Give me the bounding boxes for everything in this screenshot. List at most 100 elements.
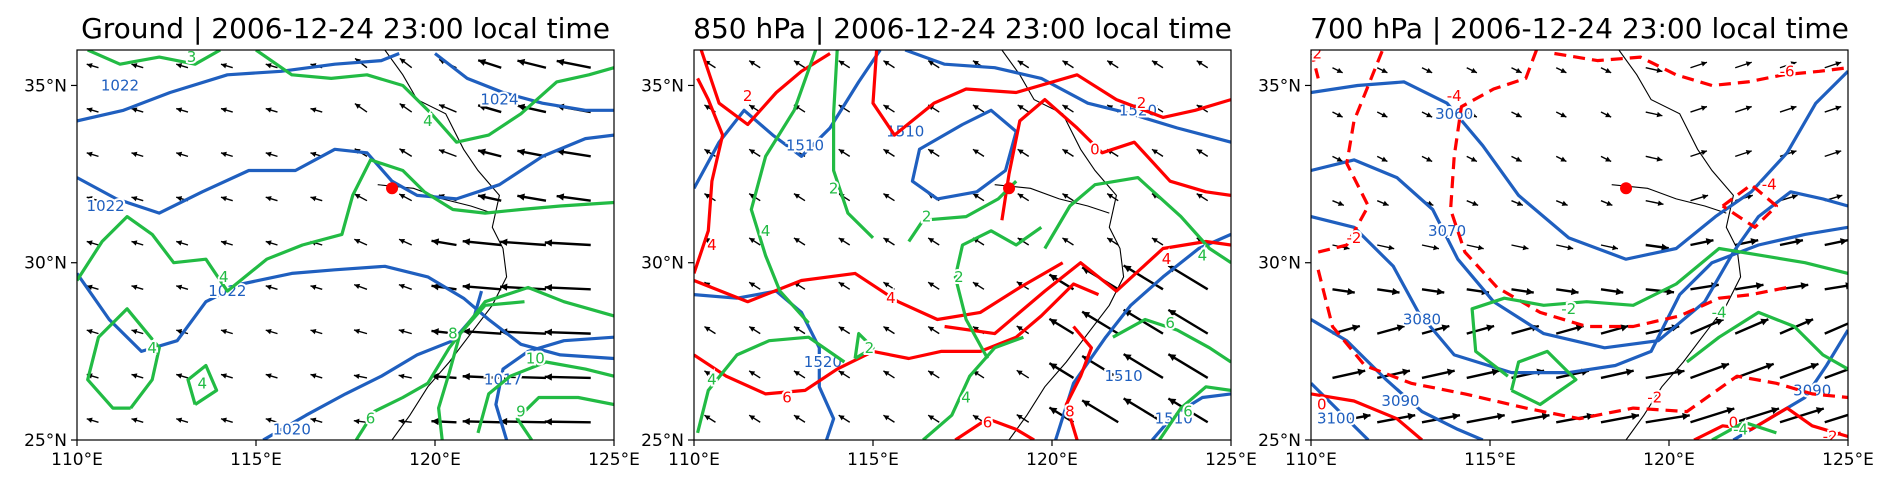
wind-arrowhead [431, 372, 439, 381]
wind-arrowhead [265, 151, 272, 157]
wind-arrowhead [1381, 67, 1388, 73]
wind-arrowhead [1016, 326, 1023, 332]
wind-arrowhead [478, 58, 487, 66]
wind-arrowhead [793, 370, 800, 377]
wind-arrowhead [265, 196, 272, 202]
wind-arrowhead [176, 107, 183, 113]
wind-arrowhead [1561, 200, 1568, 206]
contour-label: 1020 [273, 420, 311, 438]
wind-arrowhead [1612, 244, 1618, 251]
wind-arrowhead [310, 373, 317, 379]
wind-arrowhead [1436, 287, 1445, 296]
wind-arrowhead [1477, 244, 1484, 251]
wind-arrowhead [1082, 400, 1091, 408]
wind-arrowhead [1441, 324, 1450, 332]
wind-arrowhead [838, 282, 845, 288]
panel-850hpa: 850 hPa | 2006-12-24 23:00 local time 15… [641, 12, 1257, 470]
wind-arrowhead [704, 149, 711, 155]
contour-line [1311, 50, 1320, 79]
wind-arrowhead [478, 193, 486, 201]
contour-label: 0 [1090, 140, 1100, 158]
wind-arrowhead [265, 373, 272, 379]
wind-vector [1824, 368, 1848, 380]
wind-vector [1779, 407, 1825, 424]
contour-line [922, 335, 1024, 440]
wind-arrowhead [749, 326, 756, 332]
wind-arrowhead [1151, 104, 1158, 111]
wind-arrowhead [749, 415, 756, 421]
contour-line [1554, 51, 1848, 88]
wind-arrowhead [704, 193, 711, 199]
wind-arrowhead [1676, 368, 1685, 376]
wind-arrowhead [1560, 112, 1567, 118]
wind-arrowhead [265, 329, 272, 335]
wind-arrowhead [1123, 354, 1132, 361]
wind-arrowhead [544, 328, 553, 336]
wind-vector [1167, 353, 1209, 379]
wind-arrowhead [1426, 156, 1433, 162]
wind-arrowhead [1705, 238, 1714, 246]
y-tick-label: 30°N [24, 254, 67, 274]
wind-vector [499, 420, 547, 424]
contour-line [699, 50, 831, 127]
wind-arrowhead [131, 151, 138, 157]
contour-line [694, 77, 725, 274]
wind-arrowhead [398, 418, 405, 425]
contour-label: 3080 [1403, 310, 1441, 328]
wind-arrowhead [220, 240, 227, 246]
contour-label: 4 [761, 222, 771, 240]
x-tick-label: 125°E [1822, 450, 1874, 470]
contour-line [907, 180, 1018, 243]
y-tick-label: 25°N [24, 431, 67, 451]
contour-label: -2 [1561, 300, 1576, 318]
wind-arrowhead [462, 238, 471, 246]
wind-vector [1645, 414, 1690, 424]
wind-arrowhead [793, 193, 800, 199]
wind-arrowhead [265, 240, 272, 246]
wind-arrowhead [220, 107, 227, 113]
wind-arrowhead [86, 63, 93, 69]
wind-arrowhead [1016, 414, 1023, 420]
contour-line [1449, 50, 1788, 329]
wind-arrowhead [544, 283, 553, 292]
wind-arrowhead [749, 149, 756, 155]
wind-arrowhead [1721, 362, 1729, 370]
wind-arrowhead [398, 373, 405, 380]
wind-arrowhead [354, 194, 361, 199]
wind-arrowhead [1433, 244, 1439, 251]
wind-arrowhead [1049, 407, 1058, 415]
wind-arrowhead [310, 417, 317, 423]
wind-arrowhead [131, 107, 138, 113]
wind-arrowhead [353, 418, 360, 425]
wind-arrowhead [928, 282, 935, 288]
contour-line [1311, 392, 1424, 440]
x-tick-label: 110°E [1285, 450, 1337, 470]
wind-vector [1167, 397, 1209, 424]
contour-line [1158, 385, 1231, 440]
wind-arrowhead [704, 104, 711, 111]
wind-arrowhead [131, 329, 138, 335]
contour-line [1693, 406, 1848, 440]
wind-arrowhead [972, 415, 979, 421]
contour-line [515, 395, 614, 440]
wind-arrowhead [928, 370, 935, 377]
wind-arrowhead [1470, 156, 1477, 162]
wind-arrowhead [1336, 67, 1343, 73]
wind-arrowhead [1631, 412, 1639, 421]
wind-arrowhead [1620, 324, 1629, 332]
contour-label: 4 [961, 388, 971, 406]
wind-arrowhead [928, 415, 935, 421]
wind-arrowhead [399, 194, 406, 199]
wind-arrowhead [1625, 368, 1634, 376]
contour-line [1064, 325, 1093, 440]
wind-arrowhead [1168, 354, 1177, 361]
wind-arrowhead [1017, 193, 1024, 199]
y-tick-label: 35°N [1258, 76, 1301, 96]
wind-arrowhead [928, 149, 935, 155]
wind-arrowhead [1790, 105, 1797, 111]
wind-arrowhead [1123, 398, 1132, 406]
wind-arrowhead [131, 373, 138, 379]
wind-arrowhead [220, 329, 227, 335]
wind-vector [1824, 284, 1848, 291]
